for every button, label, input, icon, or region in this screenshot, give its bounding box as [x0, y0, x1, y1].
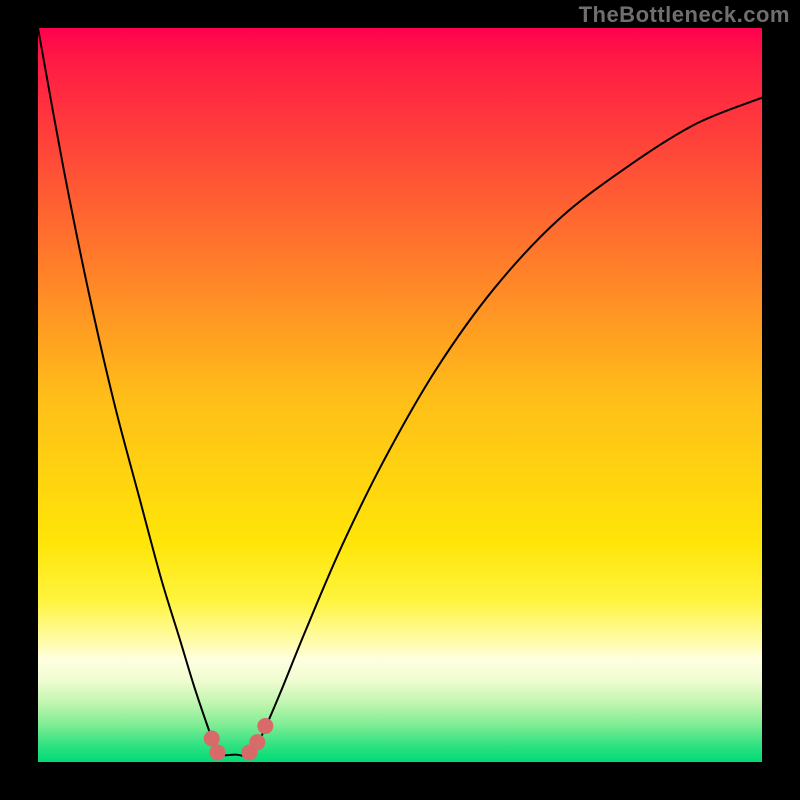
watermark-text: TheBottleneck.com: [579, 2, 790, 28]
marker-point: [257, 718, 273, 734]
chart-svg: [0, 0, 800, 800]
plot-area: [38, 28, 762, 762]
marker-point: [204, 731, 220, 747]
chart-container: [0, 0, 800, 800]
marker-point: [249, 734, 265, 750]
marker-point: [210, 744, 226, 760]
